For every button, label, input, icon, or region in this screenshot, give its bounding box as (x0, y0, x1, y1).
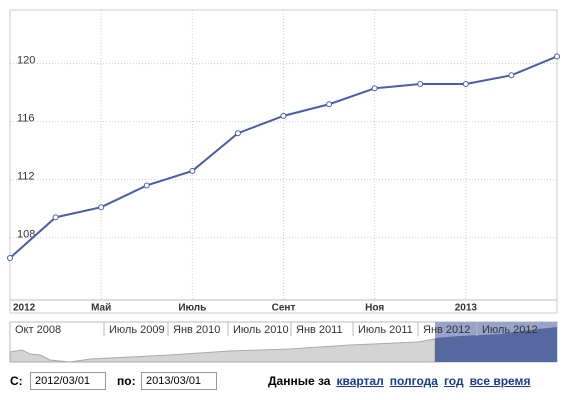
data-point (52, 214, 59, 221)
y-tick-label: 112 (17, 171, 35, 183)
range-links: квартал полгода год все время (330, 374, 530, 388)
navigator-label: Июль 2009 (109, 324, 165, 336)
x-tick-label: Июль (178, 303, 206, 314)
x-tick-label: Сент (272, 303, 296, 314)
to-input[interactable]: 2013/03/01 (141, 372, 217, 390)
navigator-label: Июль 2012 (482, 324, 538, 336)
from-label: С: (10, 374, 23, 388)
x-tick-label: 2012 (13, 303, 36, 314)
range-link[interactable]: год (443, 374, 464, 388)
data-point (234, 130, 241, 137)
x-tick-label: Ноя (365, 303, 384, 314)
navigator-label: Июль 2011 (358, 324, 413, 336)
data-point (554, 53, 560, 60)
data-point (462, 80, 469, 87)
data-point (371, 85, 378, 92)
chart: Окт 2008 Июль 2009 Янв 2010 Июль 2010 Янв 20… (7, 9, 560, 363)
data-point (508, 72, 515, 79)
from-input[interactable]: 2012/03/01 (30, 372, 106, 390)
y-tick-label: 120 (17, 55, 35, 67)
range-link[interactable]: полгода (389, 374, 438, 388)
range-link[interactable]: квартал (336, 374, 384, 388)
range-selector: Данные за квартал полгода год все время (268, 372, 530, 390)
data-point (143, 182, 150, 189)
navigator-label: Янв 2010 (173, 324, 220, 336)
data-point (417, 80, 424, 87)
navigator-label: Янв 2011 (296, 324, 343, 336)
data-point (189, 167, 196, 174)
navigator-label: Янв 2012 (423, 324, 470, 336)
data-point (280, 112, 287, 119)
range-label: Данные за (268, 374, 331, 388)
range-link[interactable]: все время (469, 374, 531, 388)
data-point (98, 204, 105, 211)
x-tick-label: Май (91, 303, 111, 314)
navigator-selected-area (435, 327, 557, 362)
x-tick-label: 2013 (455, 303, 478, 314)
y-tick-label: 116 (17, 113, 35, 125)
data-point (7, 254, 13, 261)
navigator-label: Июль 2010 (233, 324, 289, 336)
navigator-label: Окт 2008 (15, 324, 61, 336)
y-tick-label: 108 (17, 229, 35, 241)
to-label: по: (117, 374, 136, 388)
data-point (326, 101, 333, 108)
navigator: Окт 2008 Июль 2009 Янв 2010 Июль 2010 Янв 20… (9, 321, 558, 363)
